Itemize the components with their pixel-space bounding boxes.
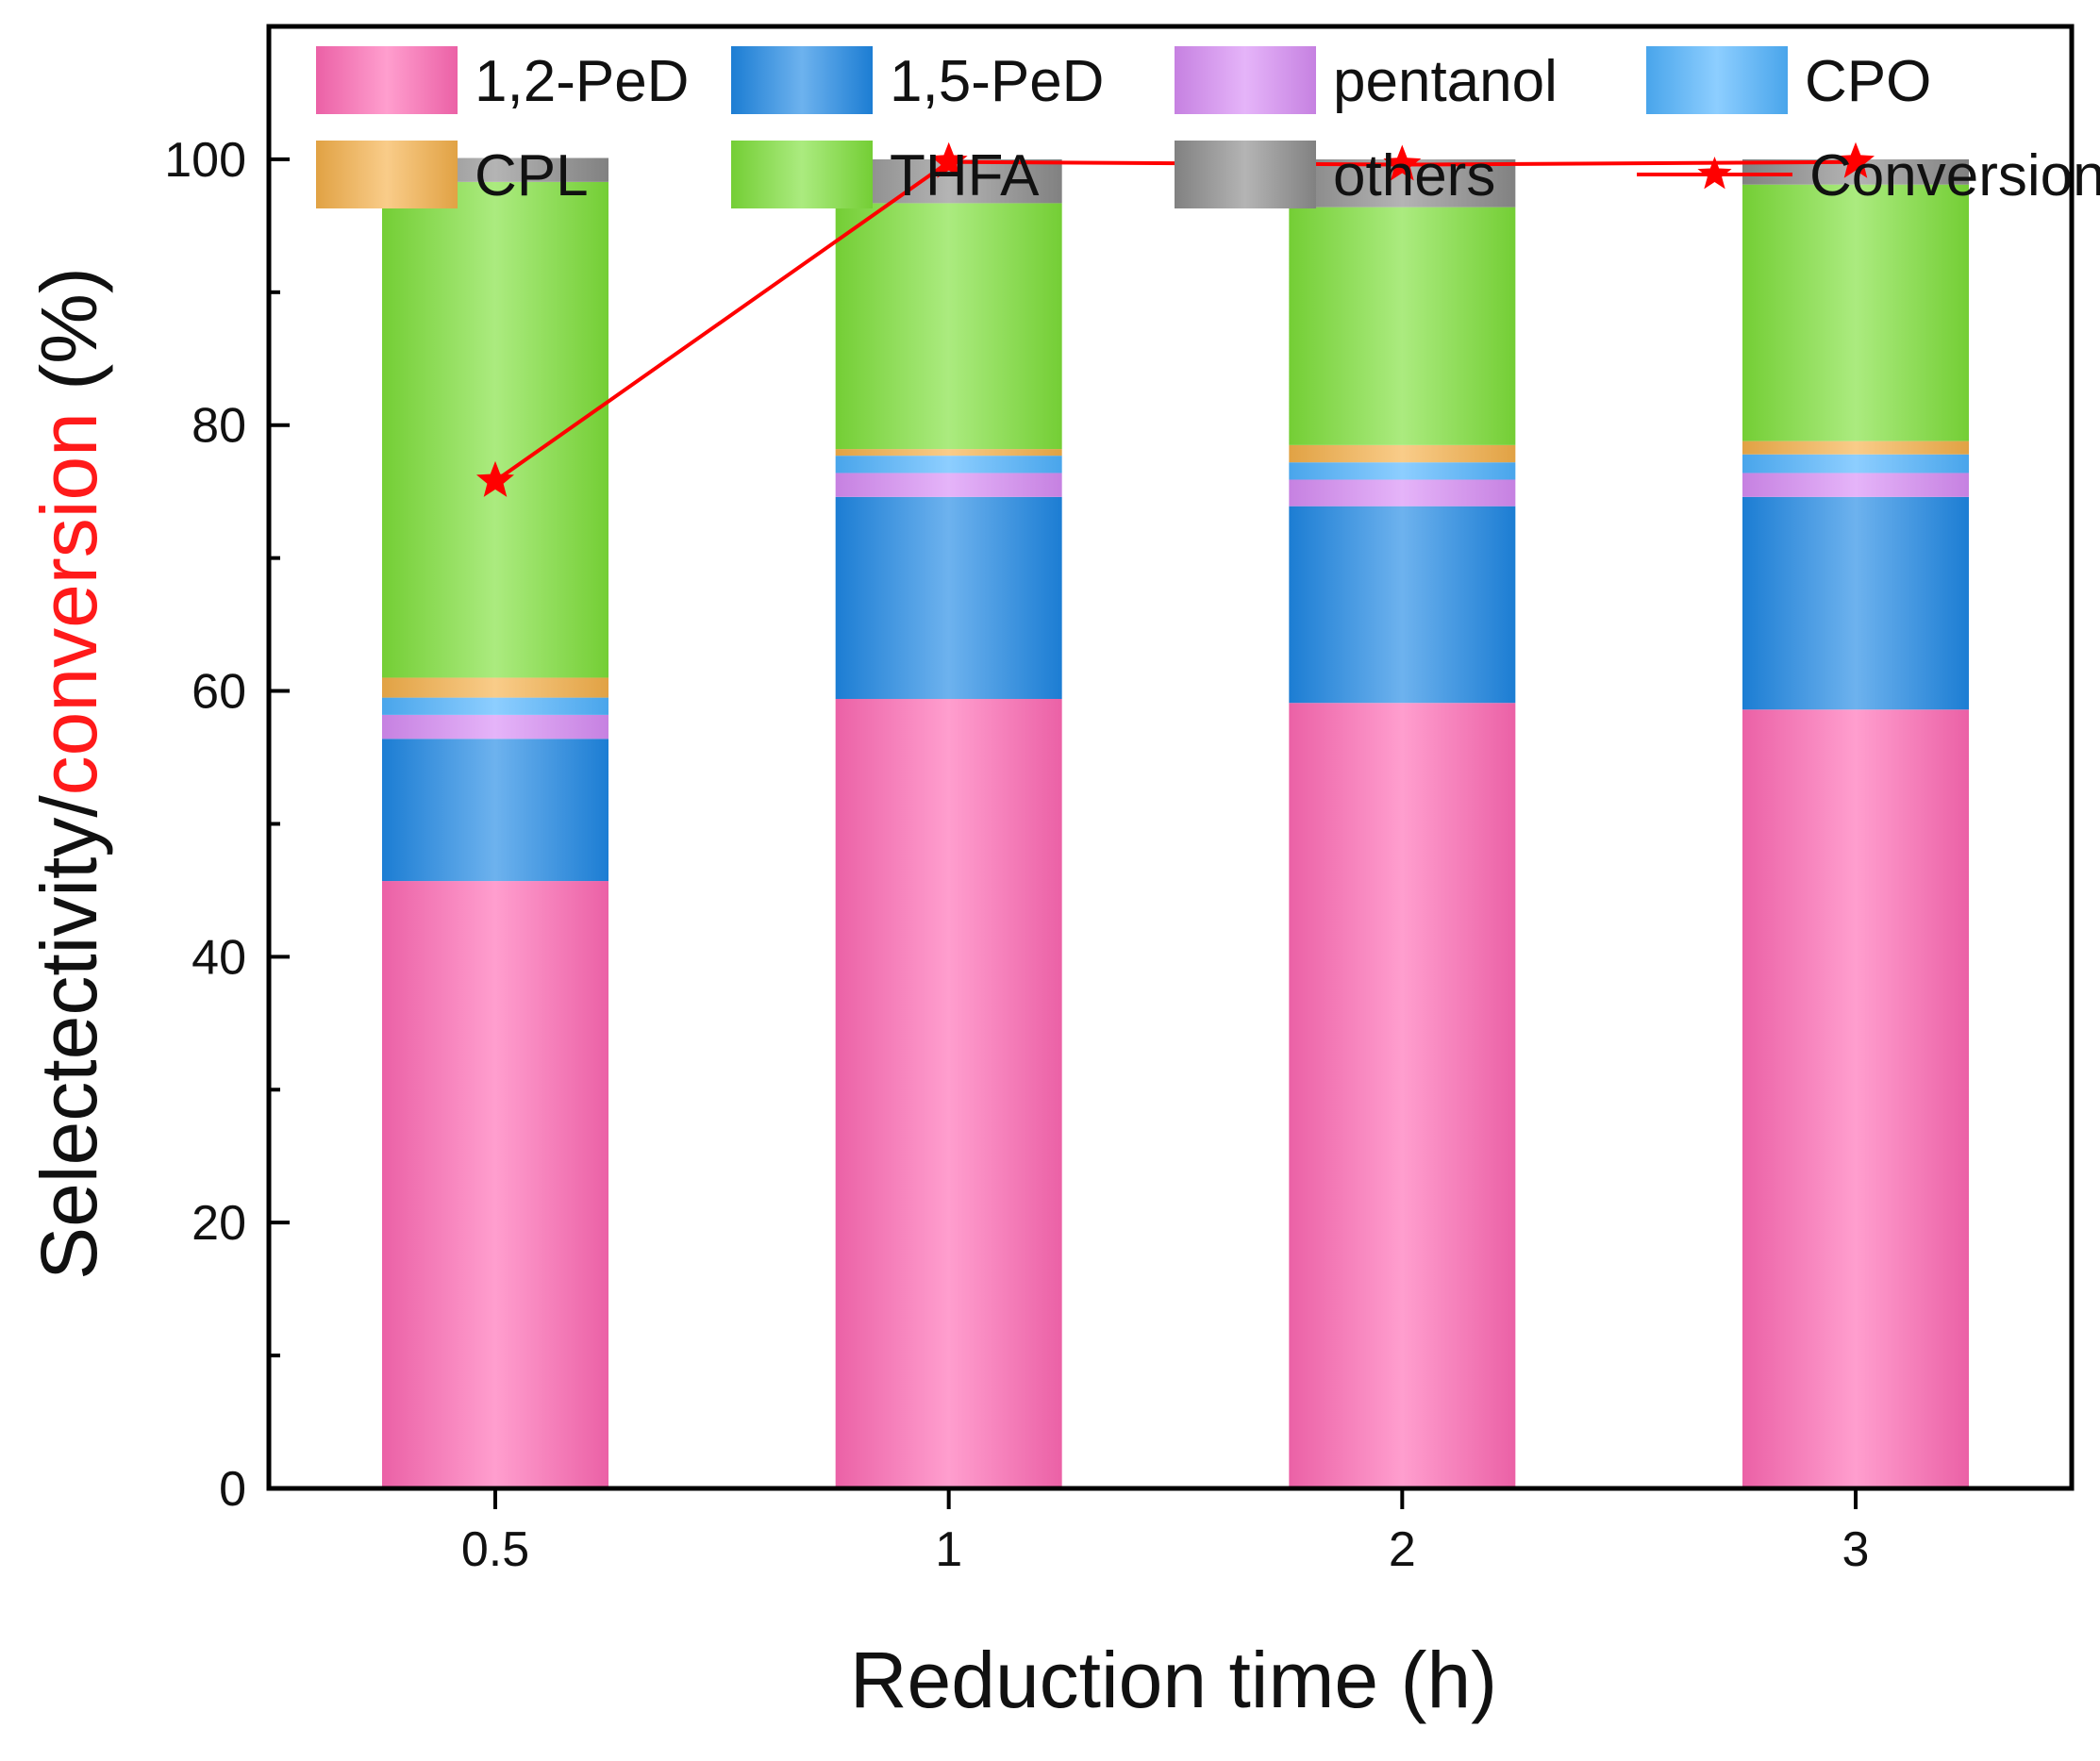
y-tick-label: 100 xyxy=(164,133,246,188)
legend-swatch-cpl xyxy=(316,141,458,208)
legend-item-thfa: THFA xyxy=(731,141,1040,208)
legend-label: 1,5-PeD xyxy=(890,49,1104,114)
legend-swatch-others xyxy=(1175,141,1316,208)
bar-segment-pentanol-1 xyxy=(835,473,1062,497)
y-axis-title-part: conversion xyxy=(25,412,113,795)
y-tick-label: 40 xyxy=(192,930,246,985)
legend-item-cpo: CPO xyxy=(1646,46,1931,114)
legend-label: CPO xyxy=(1805,49,1931,114)
legend-swatch-thfa xyxy=(731,141,873,208)
legend-swatch-1-5-ped xyxy=(731,46,873,114)
legend-label: CPL xyxy=(475,143,589,208)
bar-segment-pentanol-2 xyxy=(1289,479,1516,507)
x-tick-label: 1 xyxy=(935,1522,962,1577)
y-tick-label: 80 xyxy=(192,399,246,454)
legend-item-pentanol: pentanol xyxy=(1175,46,1558,114)
bar-segment-thfa-3 xyxy=(1742,184,1969,441)
x-tick-label: 3 xyxy=(1842,1522,1870,1577)
bar-segment-1-2-ped-2 xyxy=(1289,703,1516,1488)
x-axis-title: Reduction time (h) xyxy=(850,1636,1497,1724)
bar-segment-thfa-2 xyxy=(1289,207,1516,445)
bar-segment-cpl-0-5 xyxy=(382,677,608,698)
bar-segment-cpl-3 xyxy=(1742,440,1969,455)
bar-segment-1-5-ped-3 xyxy=(1742,496,1969,710)
x-tick-label: 0.5 xyxy=(461,1522,529,1577)
bar-segment-cpl-1 xyxy=(835,449,1062,457)
axes-layer: 0 20 40 60 80 100 0.5 1 2 3 xyxy=(164,24,2075,1577)
bar-segment-cpo-2 xyxy=(1289,462,1516,480)
legend-label: Conversion xyxy=(1809,143,2100,208)
legend-label: pentanol xyxy=(1333,49,1558,114)
bar-segment-1-5-ped-1 xyxy=(835,496,1062,699)
y-tick-label: 20 xyxy=(192,1196,246,1251)
plot-frame xyxy=(266,24,2075,1491)
y-axis-title-part: (%) xyxy=(25,267,113,412)
conversion-point-3 xyxy=(1837,141,1875,178)
legend-item-cpl: CPL xyxy=(316,141,589,208)
bar-segment-cpl-2 xyxy=(1289,444,1516,463)
bar-segment-cpo-1 xyxy=(835,456,1062,473)
bar-segment-1-2-ped-3 xyxy=(1742,709,1969,1488)
bar-segment-cpo-3 xyxy=(1742,454,1969,473)
legend-item-others: others xyxy=(1175,141,1495,208)
bar-segment-cpo-0-5 xyxy=(382,697,608,715)
legend-star-conversion xyxy=(1697,157,1732,190)
x-tick-label: 2 xyxy=(1389,1522,1416,1577)
legend-label: THFA xyxy=(890,143,1040,208)
bars-layer xyxy=(382,158,1969,1488)
bar-segment-thfa-1 xyxy=(835,203,1062,450)
conversion-point-2 xyxy=(1383,144,1422,181)
bar-segment-1-2-ped-1 xyxy=(835,699,1062,1488)
bar-segment-pentanol-3 xyxy=(1742,473,1969,497)
bar-segment-1-2-ped-0-5 xyxy=(382,881,608,1488)
legend-item-1-2-ped: 1,2-PeD xyxy=(316,46,689,114)
legend-swatch-pentanol xyxy=(1175,46,1316,114)
bar-segment-pentanol-0-5 xyxy=(382,714,608,739)
y-tick-label: 0 xyxy=(219,1462,246,1517)
conversion-point-1 xyxy=(929,141,968,178)
legend: 1,2-PeD 1,5-PeD pentanol CPO CPL THFA others Co… xyxy=(316,46,2100,208)
bar-segment-1-5-ped-0-5 xyxy=(382,739,608,882)
y-tick-label: 60 xyxy=(192,665,246,720)
y-axis-title: Selectectivity/conversion (%) xyxy=(25,267,113,1280)
conversion-line xyxy=(493,159,1857,483)
legend-label: others xyxy=(1333,143,1495,208)
legend-swatch-1-2-ped xyxy=(316,46,458,114)
legend-swatch-cpo xyxy=(1646,46,1788,114)
bar-segment-1-5-ped-2 xyxy=(1289,506,1516,704)
legend-label: 1,2-PeD xyxy=(475,49,689,114)
conversion-point-0-5 xyxy=(476,460,514,497)
y-axis-title-part: Selectectivity/ xyxy=(25,795,113,1280)
legend-item-conversion: Conversion xyxy=(1637,143,2100,208)
legend-item-1-5-ped: 1,5-PeD xyxy=(731,46,1104,114)
bar-segment-thfa-0-5 xyxy=(382,181,608,678)
